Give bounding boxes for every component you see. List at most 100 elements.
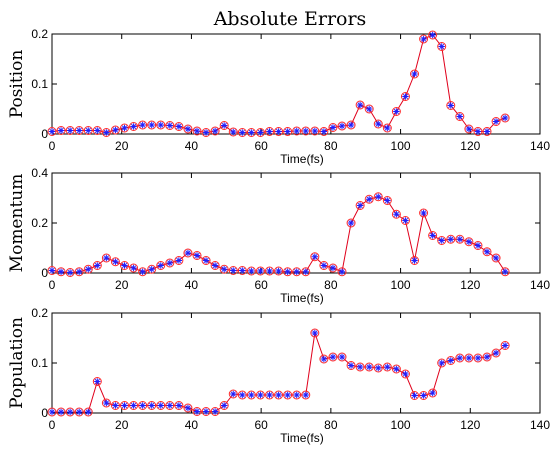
data-point bbox=[228, 127, 238, 137]
data-point bbox=[455, 234, 465, 244]
data-point bbox=[56, 407, 66, 417]
x-tick-label: 120 bbox=[460, 139, 480, 153]
data-point bbox=[237, 128, 247, 137]
y-tick-label: 0 bbox=[41, 127, 48, 141]
data-point bbox=[147, 264, 157, 274]
data-point bbox=[301, 390, 311, 400]
data-point bbox=[92, 126, 102, 135]
y-tick-label: 0.2 bbox=[31, 306, 48, 320]
data-point bbox=[410, 69, 420, 79]
data-point bbox=[391, 107, 401, 116]
data-point bbox=[255, 266, 265, 276]
data-point bbox=[147, 120, 157, 130]
data-point bbox=[92, 377, 102, 386]
data-point bbox=[310, 252, 320, 262]
data-point bbox=[228, 266, 238, 275]
data-point bbox=[129, 401, 139, 410]
data-point bbox=[120, 261, 130, 270]
data-point bbox=[101, 253, 111, 263]
x-tick-label: 20 bbox=[115, 278, 129, 292]
data-point bbox=[310, 126, 320, 136]
data-point bbox=[292, 390, 302, 400]
data-point bbox=[437, 236, 447, 245]
data-point bbox=[129, 122, 139, 131]
data-point bbox=[437, 42, 447, 51]
data-point bbox=[364, 362, 374, 372]
data-point bbox=[201, 407, 211, 416]
data-point bbox=[337, 121, 347, 131]
x-tick-label: 120 bbox=[460, 418, 480, 432]
data-point bbox=[183, 124, 193, 134]
data-point bbox=[47, 407, 57, 417]
x-tick-label: 120 bbox=[460, 278, 480, 292]
data-point bbox=[400, 92, 410, 101]
x-tick-label: 60 bbox=[254, 278, 268, 292]
data-point bbox=[129, 263, 139, 273]
panel-1: 0 20 40 60 80 100 120 140 0 0.1 0.2 Time(fs) Positio… bbox=[7, 27, 550, 166]
data-point bbox=[246, 266, 256, 276]
data-point bbox=[355, 362, 365, 372]
data-point bbox=[47, 266, 57, 275]
data-point bbox=[83, 407, 93, 417]
data-point bbox=[355, 201, 365, 210]
data-point bbox=[165, 401, 175, 410]
data-point bbox=[174, 122, 184, 131]
data-point bbox=[473, 241, 483, 250]
data-point bbox=[419, 391, 429, 400]
data-point bbox=[328, 123, 338, 132]
data-point bbox=[201, 256, 211, 265]
data-point bbox=[83, 264, 93, 274]
data-point bbox=[283, 390, 293, 400]
data-point bbox=[174, 256, 184, 265]
y-axis-label: Position bbox=[7, 50, 27, 119]
data-point bbox=[210, 261, 220, 270]
data-point bbox=[274, 127, 284, 136]
data-point bbox=[419, 208, 429, 218]
data-point bbox=[101, 398, 111, 408]
data-point bbox=[337, 267, 347, 277]
data-point bbox=[500, 341, 510, 350]
x-tick-label: 20 bbox=[115, 139, 129, 153]
data-point bbox=[400, 216, 410, 225]
data-point bbox=[491, 253, 501, 263]
data-point bbox=[120, 123, 130, 133]
data-point bbox=[65, 126, 75, 135]
data-point bbox=[183, 248, 193, 258]
data-point bbox=[491, 348, 501, 358]
x-axis-label: Time(fs) bbox=[280, 431, 324, 445]
data-point bbox=[110, 401, 120, 410]
data-point bbox=[310, 328, 320, 338]
data-point bbox=[74, 407, 84, 417]
data-point bbox=[56, 126, 66, 135]
data-point bbox=[210, 126, 220, 136]
data-point bbox=[246, 128, 256, 137]
data-point bbox=[156, 261, 166, 270]
data-point bbox=[246, 390, 256, 400]
data-point bbox=[283, 267, 293, 277]
axes-frame bbox=[51, 33, 541, 135]
x-tick-label: 80 bbox=[324, 418, 338, 432]
series-line bbox=[51, 196, 506, 274]
x-tick-label: 40 bbox=[185, 418, 199, 432]
x-tick-label: 100 bbox=[391, 278, 411, 292]
data-point bbox=[228, 389, 238, 399]
data-point bbox=[319, 354, 329, 364]
data-point bbox=[428, 30, 438, 40]
data-point bbox=[219, 264, 229, 274]
data-point bbox=[500, 267, 510, 277]
data-point bbox=[500, 113, 510, 123]
data-point bbox=[301, 267, 311, 277]
data-point bbox=[346, 218, 356, 228]
data-point bbox=[446, 234, 456, 244]
x-axis-label: Time(fs) bbox=[280, 152, 324, 166]
data-point bbox=[337, 352, 347, 362]
data-point bbox=[265, 127, 275, 136]
data-point bbox=[274, 266, 284, 276]
data-point bbox=[410, 256, 420, 265]
data-point bbox=[120, 401, 130, 410]
figure-title: Absolute Errors bbox=[213, 8, 367, 30]
data-point bbox=[83, 126, 93, 135]
data-point bbox=[464, 353, 474, 363]
x-tick-label: 100 bbox=[391, 139, 411, 153]
